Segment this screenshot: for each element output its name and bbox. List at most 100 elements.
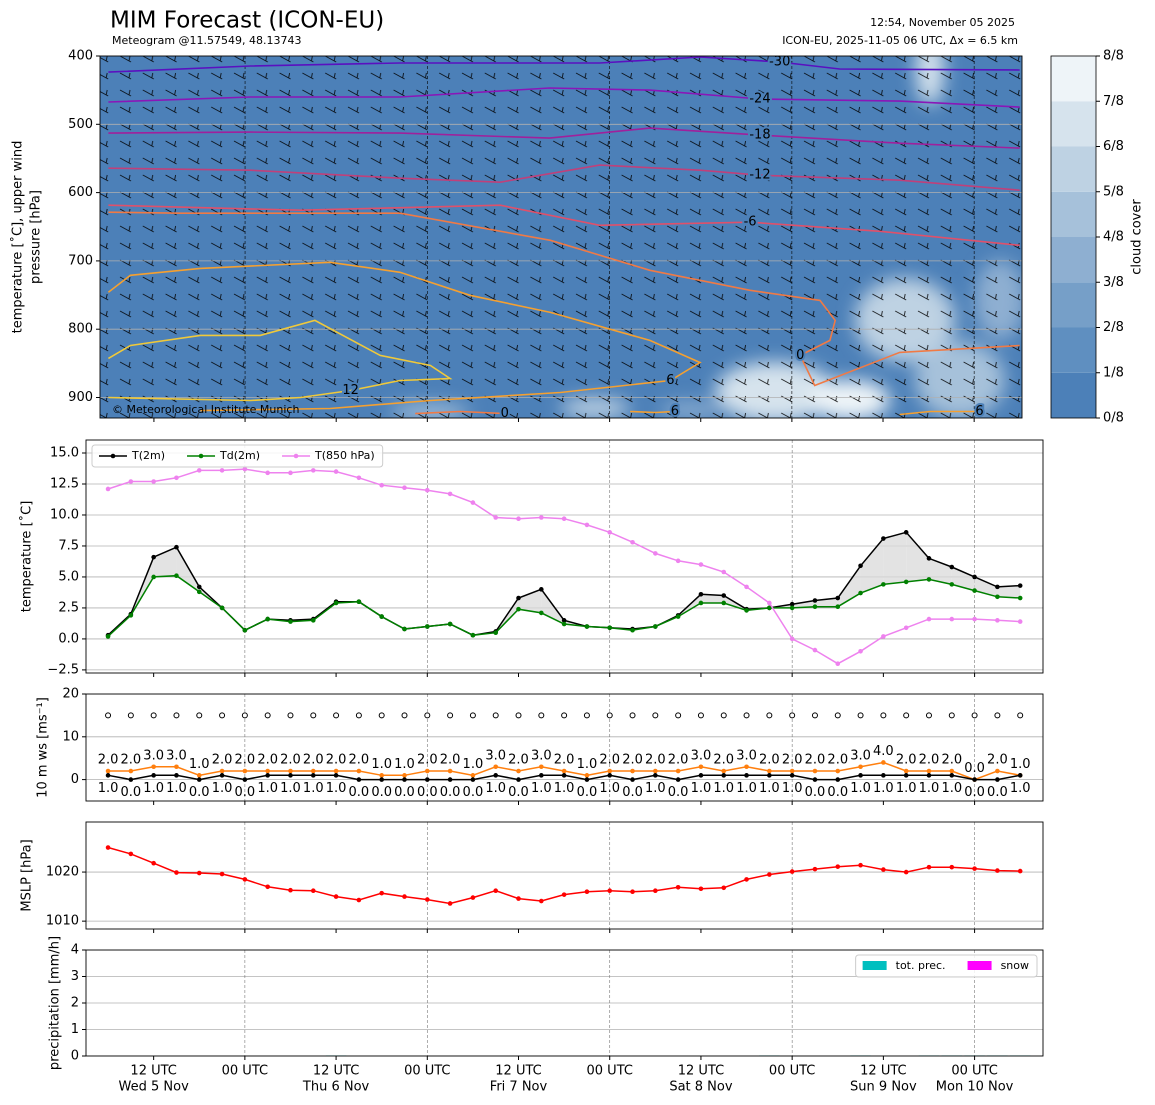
isotherm [108, 56, 1020, 73]
point [333, 600, 339, 606]
x-tick-label: 00 UTC [951, 1064, 997, 1079]
calm-wind-marker [697, 712, 704, 719]
value-label: 1.0 [782, 781, 803, 796]
point [812, 604, 818, 609]
x-tick-label: Wed 5 Nov [119, 1080, 190, 1095]
point [470, 777, 476, 782]
point [288, 768, 293, 774]
value-label: 1.0 [645, 781, 666, 796]
isotherm-label: -30 [769, 55, 790, 70]
point [653, 551, 658, 556]
point [858, 862, 863, 868]
y-axis-label: precipitation [mm/h] [48, 936, 63, 1070]
axes-frame [85, 821, 1044, 930]
point [493, 764, 499, 770]
point [196, 777, 202, 782]
y-tick-label: 500 [68, 117, 93, 132]
point [128, 768, 134, 774]
point [949, 773, 955, 778]
value-label: 1.0 [873, 781, 894, 796]
legend-label: T(850 hPa) [314, 449, 375, 462]
legend-marker [293, 453, 299, 459]
point [128, 479, 134, 484]
point [356, 897, 362, 903]
point [972, 616, 977, 622]
value-label: 1.0 [919, 781, 940, 796]
point [995, 618, 1000, 623]
y-tick-label: 10.0 [50, 507, 79, 522]
value-label: 2.0 [121, 753, 142, 768]
point [561, 516, 567, 521]
value-label: 3.0 [143, 748, 164, 763]
calm-wind-marker [447, 712, 454, 719]
isotherm-label: -12 [749, 168, 770, 183]
point [858, 773, 863, 778]
value-label: 2.0 [98, 753, 119, 768]
point [789, 773, 795, 778]
legend-label: Td(2m) [219, 449, 260, 462]
calm-wind-marker [1017, 712, 1024, 719]
figure-title: MIM Forecast (ICON-EU) [110, 8, 384, 34]
calm-wind-marker [971, 712, 978, 719]
y-tick-label: 900 [68, 390, 93, 405]
value-label: 1.0 [257, 781, 278, 796]
value-label: 2.0 [759, 753, 780, 768]
point [926, 864, 932, 870]
value-label: 1.0 [371, 757, 392, 772]
calm-wind-marker [469, 712, 476, 719]
point [196, 589, 202, 595]
calm-wind-marker [333, 712, 340, 719]
point [310, 618, 316, 623]
value-label: 1.0 [713, 781, 734, 796]
calm-wind-marker [925, 712, 932, 719]
point [539, 773, 544, 778]
point [105, 773, 111, 778]
point [447, 768, 453, 774]
point [151, 764, 156, 770]
point [721, 768, 727, 774]
x-tick-label: Sat 8 Nov [669, 1080, 733, 1095]
value-label: 0.0 [371, 785, 392, 800]
isotherm-label: -24 [749, 92, 770, 107]
point [356, 475, 362, 481]
point [174, 773, 179, 778]
calm-wind-marker [310, 712, 317, 719]
point [903, 768, 909, 774]
subtitle: Meteogram @11.57549, 48.13743 [112, 34, 302, 47]
point [584, 624, 590, 629]
point [675, 768, 681, 774]
point [789, 605, 795, 611]
point [972, 777, 977, 782]
point [744, 608, 749, 613]
point [561, 892, 567, 897]
y-axis-label: pressure [hPa] [29, 190, 44, 284]
calm-wind-marker [789, 712, 796, 719]
calm-wind-marker [629, 712, 636, 719]
value-label: 0.0 [987, 785, 1008, 800]
run-info: ICON-EU, 2025-11-05 06 UTC, Δx = 6.5 km [782, 34, 1018, 47]
value-label: 1.0 [212, 781, 233, 796]
point [903, 869, 909, 875]
legend: tot. prec. snow [855, 954, 1038, 978]
value-label: 1.0 [189, 757, 210, 772]
colorbar-swatch [1051, 282, 1096, 328]
point [835, 595, 841, 601]
calm-wind-marker [196, 712, 203, 719]
y-tick-label: 2.5 [58, 600, 79, 615]
point [265, 616, 270, 622]
point [516, 516, 521, 521]
point [265, 773, 270, 778]
value-label: 2.0 [508, 753, 529, 768]
value-label: 2.0 [896, 753, 917, 768]
value-label: 2.0 [941, 753, 962, 768]
point [881, 536, 886, 541]
point [926, 773, 932, 778]
point [767, 773, 772, 778]
x-tick-label: 12 UTC [313, 1064, 359, 1079]
y-tick-label: 600 [68, 185, 93, 200]
y-tick-label: 700 [68, 253, 93, 268]
point [219, 871, 225, 877]
point [630, 539, 635, 545]
point [539, 515, 544, 520]
point [1017, 595, 1023, 601]
